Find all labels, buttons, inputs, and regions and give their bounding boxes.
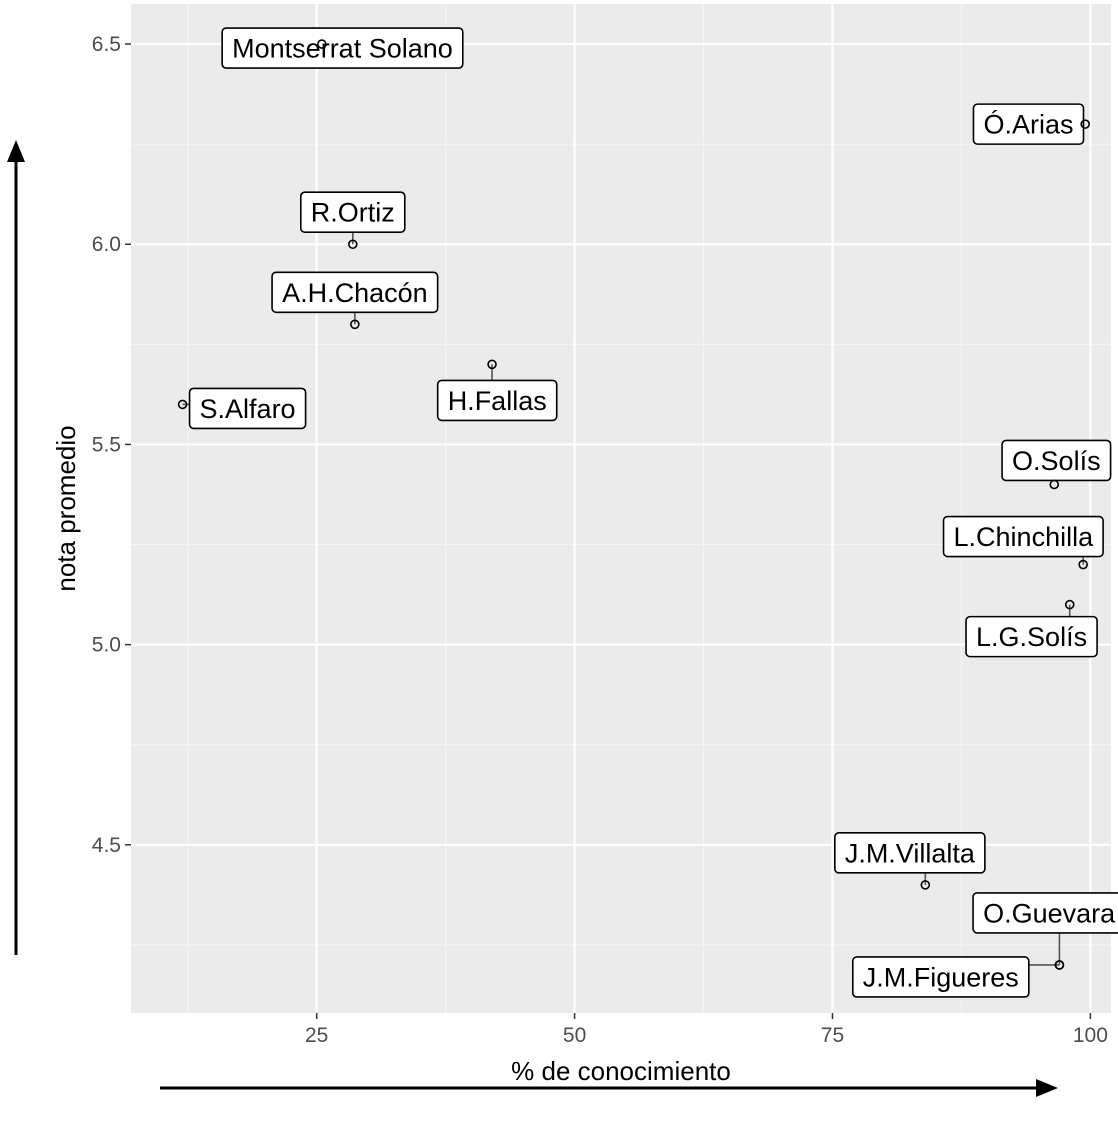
point-label-box — [942, 515, 1104, 558]
y-tick-label: 4.5 — [92, 834, 121, 857]
x-axis-title: % de conocimiento — [511, 1056, 731, 1086]
point-label: H.Fallas — [448, 386, 547, 416]
point-label-box — [834, 832, 986, 874]
data-point — [177, 399, 188, 410]
point-label: J.M.Figueres — [863, 962, 1019, 992]
point-label: R.Ortiz — [311, 198, 395, 228]
y-axis-arrow-head — [7, 140, 25, 162]
point-label-box — [965, 615, 1098, 658]
y-tick-label: 5.0 — [92, 634, 121, 657]
y-axis-title: nota promedio — [51, 425, 81, 591]
x-axis-arrow-head — [1036, 1079, 1058, 1097]
data-point — [1080, 119, 1091, 129]
data-point — [1078, 559, 1088, 570]
point-label-box — [436, 379, 558, 422]
data-point — [1054, 960, 1065, 970]
y-tick-label: 6.0 — [92, 233, 121, 256]
point-label: J.M.Villalta — [845, 838, 976, 868]
data-point — [347, 239, 358, 250]
point-label-box — [851, 956, 1030, 998]
point-label: A.H.Chacón — [282, 278, 428, 308]
data-point — [487, 359, 497, 370]
point-label-box — [299, 191, 406, 234]
point-label-box — [972, 103, 1085, 145]
data-point — [920, 880, 931, 890]
point-label-box — [972, 892, 1118, 934]
point-label-box — [271, 271, 439, 314]
data-point — [1064, 599, 1075, 610]
data-point — [350, 319, 360, 330]
point-label: O.Guevara — [983, 898, 1116, 928]
point-label: S.Alfaro — [200, 394, 296, 424]
y-tick-label: 6.5 — [92, 33, 121, 56]
point-label-box — [221, 27, 464, 69]
y-tick-label: 5.5 — [92, 433, 121, 456]
data-point — [317, 39, 327, 49]
point-label-box — [188, 387, 307, 430]
x-tick-label: 75 — [821, 1024, 844, 1047]
x-tick-label: 100 — [1073, 1024, 1108, 1047]
point-label: L.G.Solís — [976, 622, 1087, 652]
point-label: Ó.Arias — [983, 109, 1073, 140]
point-label: Montserrat Solano — [232, 34, 453, 64]
data-point — [1049, 479, 1060, 490]
x-tick-label: 25 — [305, 1024, 328, 1047]
x-tick-label: 50 — [563, 1024, 586, 1047]
point-label: O.Solís — [1012, 446, 1101, 476]
point-label: L.Chinchilla — [954, 522, 1095, 552]
